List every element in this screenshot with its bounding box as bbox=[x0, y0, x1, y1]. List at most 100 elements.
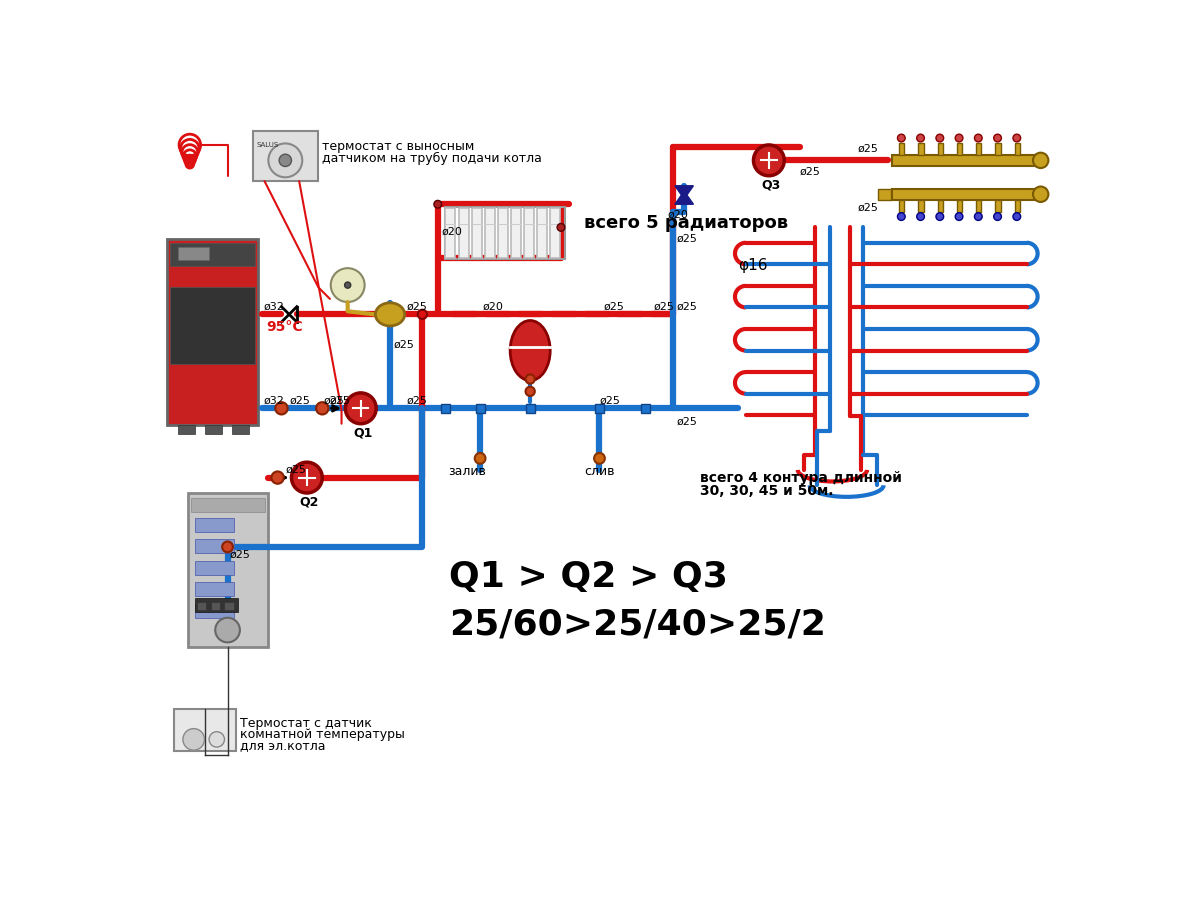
Bar bbox=[976, 142, 982, 155]
Bar bbox=[458, 208, 469, 258]
Circle shape bbox=[417, 310, 427, 319]
Circle shape bbox=[1013, 134, 1020, 142]
Circle shape bbox=[917, 134, 924, 142]
Circle shape bbox=[216, 617, 240, 643]
Bar bbox=[170, 243, 254, 266]
Bar bbox=[174, 708, 236, 751]
Bar bbox=[187, 493, 269, 647]
Circle shape bbox=[936, 212, 944, 220]
Bar bbox=[179, 247, 209, 260]
Circle shape bbox=[917, 212, 924, 220]
Text: Термостат с датчик: Термостат с датчик bbox=[240, 717, 372, 731]
Text: ø25: ø25 bbox=[653, 302, 674, 311]
Bar bbox=[938, 142, 942, 155]
Bar bbox=[476, 404, 484, 413]
Bar bbox=[253, 131, 319, 181]
Circle shape bbox=[344, 282, 351, 288]
Bar bbox=[878, 189, 891, 200]
Text: ø25: ø25 bbox=[289, 396, 311, 406]
Bar bbox=[595, 404, 604, 413]
Bar bbox=[195, 582, 234, 596]
Bar bbox=[441, 404, 450, 413]
Bar bbox=[195, 561, 234, 574]
Text: Q1 > Q2 > Q3
25/60>25/40>25/2: Q1 > Q2 > Q3 25/60>25/40>25/2 bbox=[450, 560, 826, 642]
Bar bbox=[197, 602, 206, 610]
Bar bbox=[498, 208, 508, 258]
Bar bbox=[233, 425, 249, 435]
Text: ø25: ø25 bbox=[394, 340, 415, 350]
Circle shape bbox=[525, 387, 535, 396]
Circle shape bbox=[269, 143, 302, 177]
Text: ø25: ø25 bbox=[406, 302, 428, 311]
Circle shape bbox=[475, 453, 486, 464]
Text: ø25: ø25 bbox=[676, 302, 698, 311]
Bar bbox=[995, 200, 1001, 212]
Text: Q3: Q3 bbox=[761, 178, 781, 192]
Circle shape bbox=[276, 402, 288, 415]
Text: ø25: ø25 bbox=[230, 550, 251, 560]
Bar bbox=[892, 189, 1035, 200]
Bar bbox=[976, 200, 982, 212]
Bar bbox=[550, 208, 560, 258]
Text: ø20: ø20 bbox=[667, 210, 688, 220]
Bar bbox=[211, 602, 219, 610]
Bar bbox=[918, 200, 923, 212]
Circle shape bbox=[956, 134, 963, 142]
Text: 95°C: 95°C bbox=[266, 320, 302, 334]
Text: Q1: Q1 bbox=[353, 427, 373, 439]
Bar bbox=[224, 602, 234, 610]
Bar bbox=[445, 207, 565, 259]
Text: слив: слив bbox=[584, 465, 615, 478]
Bar bbox=[1014, 200, 1020, 212]
Bar bbox=[537, 208, 547, 258]
Text: ø25: ø25 bbox=[324, 396, 344, 406]
Circle shape bbox=[975, 134, 982, 142]
Circle shape bbox=[898, 134, 905, 142]
Circle shape bbox=[434, 201, 441, 208]
Bar bbox=[195, 518, 234, 532]
Text: ø25: ø25 bbox=[676, 234, 698, 244]
Circle shape bbox=[317, 402, 329, 415]
Text: ø25: ø25 bbox=[857, 203, 879, 213]
Circle shape bbox=[956, 212, 963, 220]
Circle shape bbox=[975, 212, 982, 220]
Bar bbox=[511, 208, 520, 258]
Bar bbox=[899, 142, 904, 155]
Circle shape bbox=[183, 729, 205, 751]
Text: комнатной температуры: комнатной температуры bbox=[240, 728, 405, 742]
Circle shape bbox=[994, 134, 1001, 142]
Circle shape bbox=[994, 212, 1001, 220]
Circle shape bbox=[345, 393, 376, 424]
Circle shape bbox=[222, 542, 233, 553]
Bar bbox=[524, 208, 534, 258]
Text: ø25: ø25 bbox=[330, 396, 351, 406]
Bar bbox=[446, 208, 456, 258]
Polygon shape bbox=[675, 185, 693, 199]
Circle shape bbox=[291, 463, 323, 493]
Text: ø25: ø25 bbox=[603, 302, 625, 311]
Text: всего 5 радиаторов: всего 5 радиаторов bbox=[584, 214, 788, 232]
Polygon shape bbox=[675, 191, 693, 204]
Text: ø20: ø20 bbox=[441, 226, 463, 236]
Bar bbox=[899, 200, 904, 212]
Text: всего 4 контура длинной: всего 4 контура длинной bbox=[699, 471, 902, 484]
Text: датчиком на трубу подачи котла: датчиком на трубу подачи котла bbox=[323, 152, 542, 166]
Text: SALUS: SALUS bbox=[257, 142, 279, 148]
Circle shape bbox=[331, 268, 364, 302]
Text: Q2: Q2 bbox=[300, 496, 319, 508]
Circle shape bbox=[525, 374, 535, 383]
Ellipse shape bbox=[510, 320, 550, 381]
Text: ø20: ø20 bbox=[482, 302, 504, 311]
Circle shape bbox=[558, 223, 565, 231]
Bar bbox=[525, 404, 535, 413]
Bar bbox=[167, 238, 258, 425]
Bar bbox=[918, 142, 923, 155]
Circle shape bbox=[898, 212, 905, 220]
Circle shape bbox=[209, 732, 224, 747]
Bar bbox=[892, 155, 1035, 166]
Bar bbox=[1014, 142, 1020, 155]
Bar bbox=[484, 208, 495, 258]
Text: ø25: ø25 bbox=[676, 418, 698, 428]
Bar bbox=[192, 499, 265, 512]
Bar bbox=[957, 200, 962, 212]
